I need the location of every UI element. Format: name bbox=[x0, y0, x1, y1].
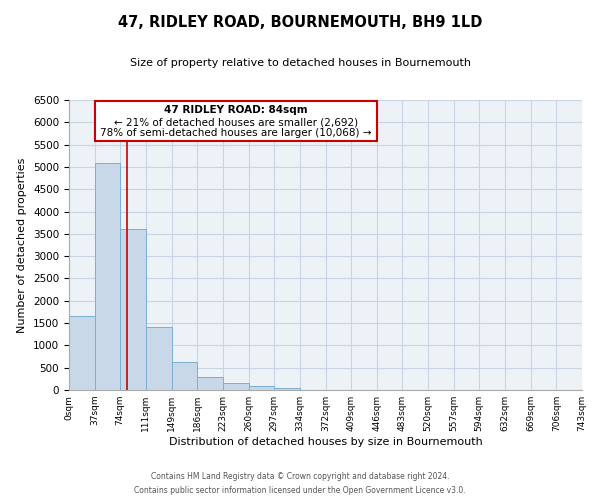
Text: Contains HM Land Registry data © Crown copyright and database right 2024.: Contains HM Land Registry data © Crown c… bbox=[151, 472, 449, 481]
Bar bbox=[274, 388, 299, 390]
Text: Size of property relative to detached houses in Bournemouth: Size of property relative to detached ho… bbox=[130, 58, 470, 68]
Text: Contains public sector information licensed under the Open Government Licence v3: Contains public sector information licen… bbox=[134, 486, 466, 495]
Bar bbox=[120, 230, 146, 390]
Text: 47 RIDLEY ROAD: 84sqm: 47 RIDLEY ROAD: 84sqm bbox=[164, 105, 308, 115]
Bar bbox=[95, 164, 120, 390]
Text: 47, RIDLEY ROAD, BOURNEMOUTH, BH9 1LD: 47, RIDLEY ROAD, BOURNEMOUTH, BH9 1LD bbox=[118, 15, 482, 30]
Bar bbox=[172, 362, 197, 390]
Text: 78% of semi-detached houses are larger (10,068) →: 78% of semi-detached houses are larger (… bbox=[100, 128, 371, 138]
Bar bbox=[197, 376, 223, 390]
X-axis label: Distribution of detached houses by size in Bournemouth: Distribution of detached houses by size … bbox=[169, 437, 482, 447]
Bar bbox=[146, 326, 172, 390]
Bar bbox=[223, 383, 248, 390]
Bar bbox=[248, 386, 274, 390]
Y-axis label: Number of detached properties: Number of detached properties bbox=[17, 158, 28, 332]
Text: ← 21% of detached houses are smaller (2,692): ← 21% of detached houses are smaller (2,… bbox=[113, 118, 358, 128]
FancyBboxPatch shape bbox=[95, 101, 377, 141]
Bar bbox=[69, 316, 95, 390]
